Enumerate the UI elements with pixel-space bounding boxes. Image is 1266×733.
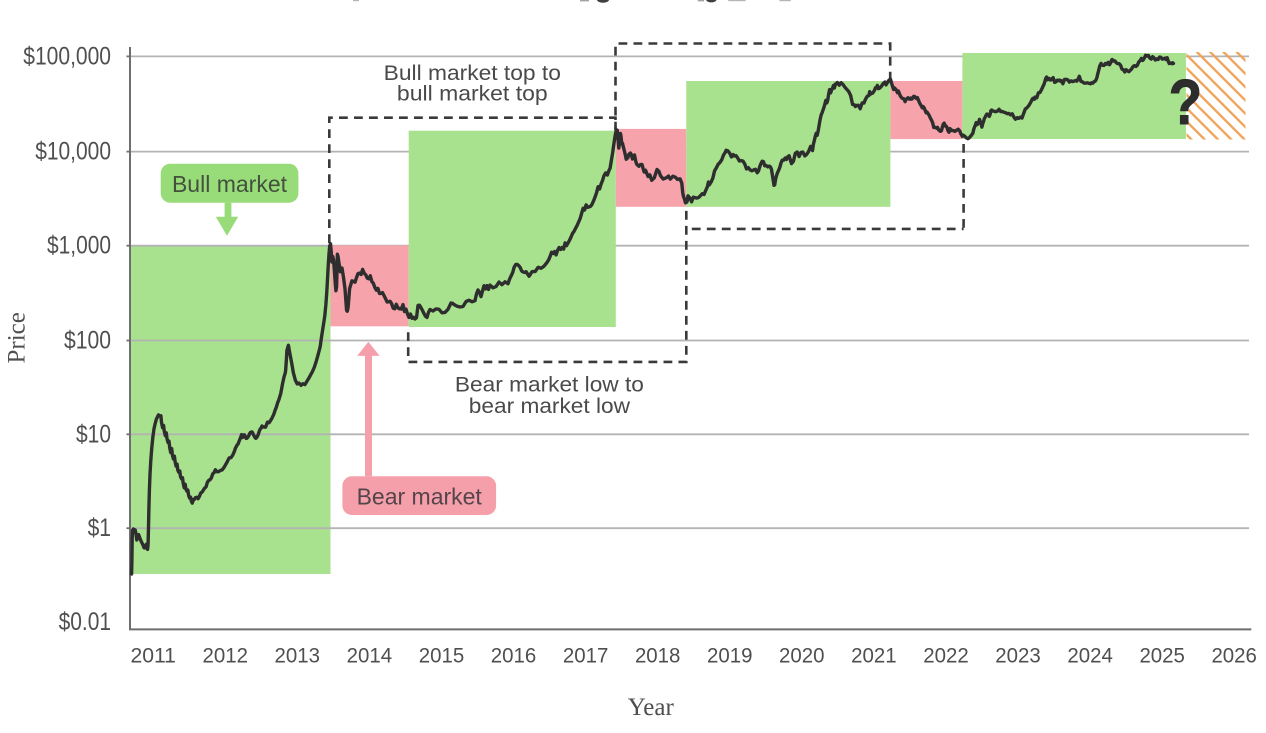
svg-text:$1,000: $1,000 (47, 232, 111, 260)
svg-text:2023: 2023 (995, 644, 1041, 668)
svg-text:Bear market low to: Bear market low to (455, 373, 644, 396)
svg-text:Price: Price (4, 312, 31, 363)
svg-text:Bull market top to: Bull market top to (384, 62, 561, 85)
svg-text:Bear market: Bear market (357, 484, 483, 510)
svg-text:2025: 2025 (1139, 644, 1185, 668)
svg-text:$100,000: $100,000 (23, 42, 111, 70)
svg-text:$10,000: $10,000 (35, 138, 111, 166)
svg-text:$0.01: $0.01 (59, 608, 111, 636)
svg-text:?: ? (1169, 66, 1203, 138)
svg-text:2016: 2016 (491, 644, 537, 668)
svg-text:2014: 2014 (347, 644, 393, 668)
svg-text:bear market low: bear market low (469, 395, 631, 418)
svg-text:$100: $100 (64, 327, 111, 355)
svg-text:2020: 2020 (779, 644, 825, 668)
svg-text:2021: 2021 (851, 644, 897, 668)
svg-text:Year: Year (628, 694, 675, 721)
svg-text:2019: 2019 (707, 644, 753, 668)
svg-text:2015: 2015 (419, 644, 465, 668)
svg-text:2018: 2018 (635, 644, 681, 668)
svg-text:2011: 2011 (130, 644, 176, 668)
svg-text:2013: 2013 (275, 644, 321, 668)
svg-text:Bull market: Bull market (172, 171, 288, 197)
svg-text:2024: 2024 (1067, 644, 1113, 668)
svg-text:2012: 2012 (203, 644, 249, 668)
svg-text:bull market top: bull market top (397, 82, 548, 105)
svg-text:2017: 2017 (563, 644, 609, 668)
svg-text:$1: $1 (88, 514, 111, 542)
svg-text:2026: 2026 (1211, 644, 1257, 668)
svg-text:2022: 2022 (923, 644, 969, 668)
svg-text:$10: $10 (76, 420, 111, 448)
